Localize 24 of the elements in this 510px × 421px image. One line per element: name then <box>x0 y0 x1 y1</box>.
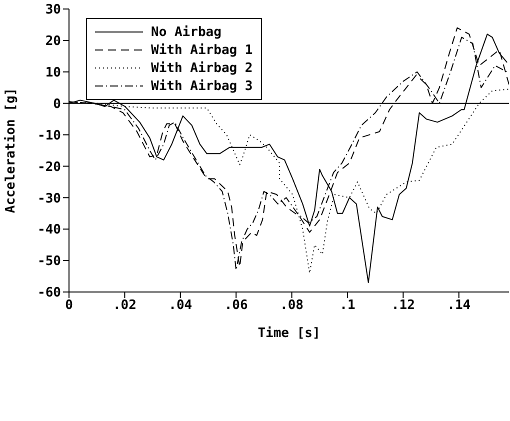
y-tick-label: -60 <box>38 286 62 301</box>
y-tick-label: 30 <box>45 2 62 18</box>
x-tick-label: .08 <box>280 298 304 314</box>
y-tick-label: -40 <box>38 222 62 238</box>
x-tick-label: .12 <box>391 298 415 314</box>
legend-label: No Airbag <box>151 24 222 40</box>
y-tick-label: 20 <box>45 34 62 50</box>
y-tick-label: -20 <box>38 160 62 175</box>
y-tick-label: 10 <box>45 66 62 81</box>
x-tick-label: .1 <box>340 298 356 314</box>
y-tick-label: 0 <box>53 96 62 112</box>
y-tick-label: -50 <box>38 254 62 270</box>
x-tick-label: .04 <box>168 298 192 314</box>
legend-label: With Airbag 3 <box>151 78 253 94</box>
x-tick-label: .06 <box>224 298 248 314</box>
x-tick-label: .14 <box>447 298 471 314</box>
y-tick-label: -10 <box>38 128 62 144</box>
x-tick-label: .02 <box>112 298 136 314</box>
y-tick-label: -30 <box>38 191 62 206</box>
x-axis-title: Time [s] <box>258 326 320 341</box>
x-tick-label: 0 <box>65 298 74 314</box>
legend-label: With Airbag 2 <box>151 60 253 76</box>
legend-label: With Airbag 1 <box>151 42 253 58</box>
y-axis-title: Acceleration [g] <box>4 88 19 214</box>
